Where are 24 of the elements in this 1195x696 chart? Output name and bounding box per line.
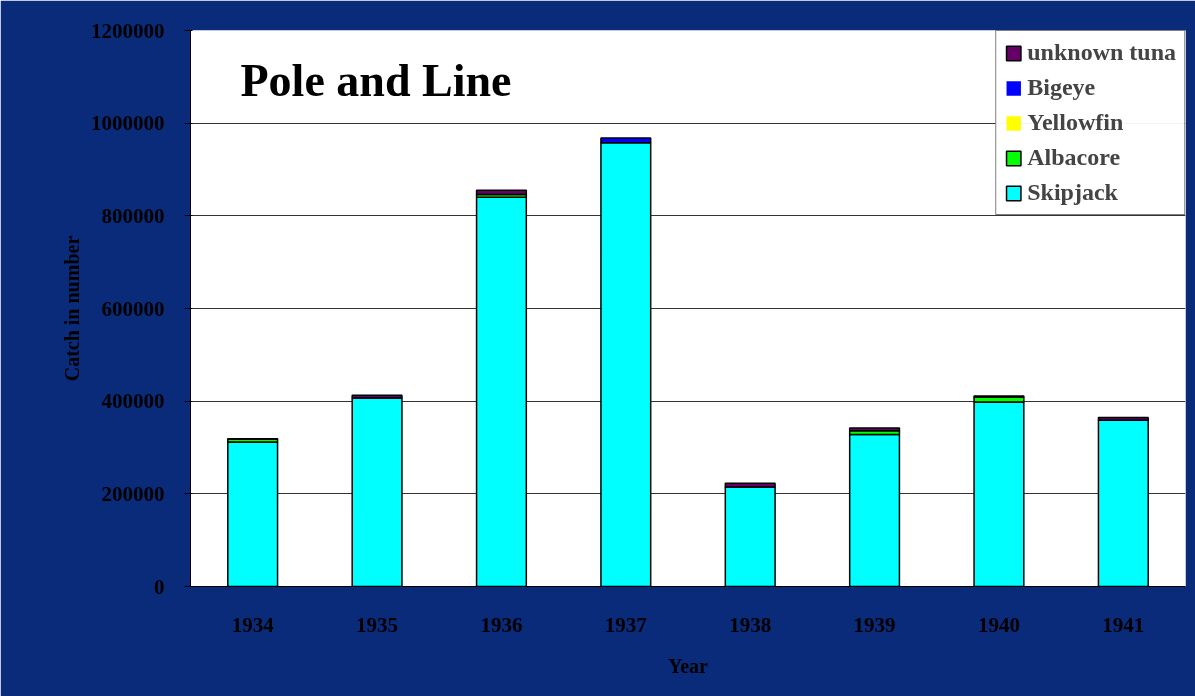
legend-label: unknown tuna [1027, 39, 1176, 66]
x-tick-label: 1935 [356, 612, 399, 637]
y-axis-title: Catch in number [61, 235, 83, 382]
y-tick-label: 800000 [101, 203, 165, 228]
x-axis-title: Year [668, 654, 709, 677]
y-tick-label: 1200000 [91, 18, 165, 43]
bar [848, 427, 901, 432]
x-tick-label: 1936 [480, 612, 523, 637]
y-tick-label: 1000000 [91, 111, 165, 136]
y-tick-label: 600000 [101, 296, 165, 321]
legend-label: Yellowfin [1027, 109, 1124, 136]
x-tick-label: 1940 [977, 612, 1020, 637]
x-tick-label: 1938 [729, 612, 772, 637]
x-tick-label: 1937 [604, 612, 647, 637]
x-tick-label: 1939 [853, 612, 896, 637]
y-tick-label: 0 [154, 574, 165, 599]
legend-label: Bigeye [1027, 74, 1096, 101]
text: Pole and Line [240, 54, 512, 106]
y-tick-label: 400000 [101, 389, 165, 414]
x-tick-label: 1941 [1102, 612, 1145, 637]
x-tick-label: 1934 [231, 612, 275, 637]
y-tick-label: 200000 [101, 481, 165, 506]
legend-label: Skipjack [1027, 179, 1118, 206]
legend-label: Albacore [1027, 144, 1121, 171]
